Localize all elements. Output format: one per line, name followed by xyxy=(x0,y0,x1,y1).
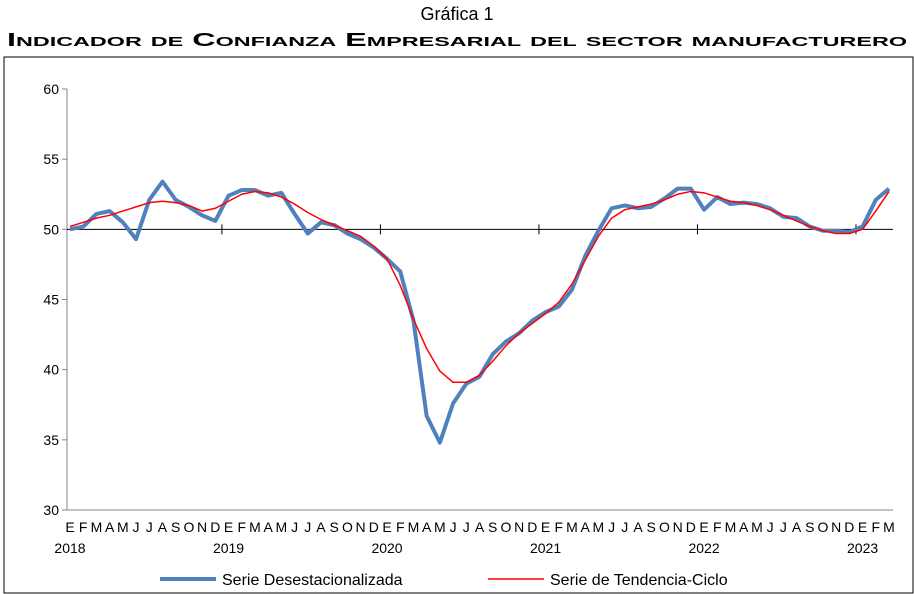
x-tick-label: J xyxy=(767,519,774,535)
x-tick-label: J xyxy=(146,519,153,535)
x-tick-label: A xyxy=(475,519,485,535)
series-line xyxy=(69,190,890,384)
x-tick-label: M xyxy=(276,519,288,535)
x-tick-label: O xyxy=(183,519,194,535)
x-tick-label: M xyxy=(408,519,420,535)
year-label: 2020 xyxy=(371,540,402,556)
chart-supertitle: Gráfica 1 xyxy=(420,4,493,24)
x-tick-label: F xyxy=(396,519,405,535)
y-tick-label: 55 xyxy=(43,151,59,167)
x-tick-label: E xyxy=(224,519,233,535)
series-line xyxy=(69,179,891,445)
x-tick-label: O xyxy=(818,519,829,535)
x-tick-label: M xyxy=(91,519,103,535)
x-tick-label: J xyxy=(463,519,470,535)
x-tick-label: A xyxy=(739,519,749,535)
x-tick-label: J xyxy=(621,519,628,535)
x-tick-label: A xyxy=(316,519,326,535)
x-tick-label: J xyxy=(133,519,140,535)
year-label: 2019 xyxy=(213,540,244,556)
x-tick-label: E xyxy=(541,519,550,535)
y-tick-label: 35 xyxy=(43,432,59,448)
x-tick-label: M xyxy=(117,519,129,535)
x-tick-label: F xyxy=(237,519,246,535)
x-tick-label: F xyxy=(79,519,88,535)
x-tick-label: S xyxy=(647,519,656,535)
x-tick-label: E xyxy=(699,519,708,535)
x-tick-label: E xyxy=(65,519,74,535)
y-tick-label: 60 xyxy=(43,81,59,97)
y-tick-label: 50 xyxy=(43,221,59,237)
y-tick-label: 30 xyxy=(43,502,59,518)
x-tick-label: N xyxy=(673,519,683,535)
legend-label: Serie Desestacionalizada xyxy=(222,572,403,589)
x-tick-label: S xyxy=(805,519,814,535)
x-tick-label: N xyxy=(356,519,366,535)
x-tick-label: M xyxy=(249,519,261,535)
x-tick-label: D xyxy=(210,519,220,535)
x-tick-label: E xyxy=(382,519,391,535)
x-tick-label: A xyxy=(581,519,591,535)
x-tick-label: D xyxy=(369,519,379,535)
x-tick-label: D xyxy=(844,519,854,535)
x-tick-label: N xyxy=(514,519,524,535)
y-tick-label: 45 xyxy=(43,292,59,308)
y-tick-label: 40 xyxy=(43,362,59,378)
x-tick-label: J xyxy=(608,519,615,535)
x-tick-label: F xyxy=(713,519,722,535)
x-tick-label: M xyxy=(725,519,737,535)
frame xyxy=(3,56,914,594)
x-tick-label: M xyxy=(434,519,446,535)
year-label: 2018 xyxy=(54,540,85,556)
x-tick-label: J xyxy=(450,519,457,535)
x-tick-label: D xyxy=(686,519,696,535)
year-label: 2022 xyxy=(688,540,719,556)
x-tick-label: D xyxy=(527,519,537,535)
x-tick-label: F xyxy=(872,519,881,535)
x-tick-label: J xyxy=(304,519,311,535)
legend-label: Serie de Tendencia-Ciclo xyxy=(550,572,728,589)
x-tick-label: J xyxy=(291,519,298,535)
x-tick-label: F xyxy=(554,519,563,535)
x-tick-label: S xyxy=(488,519,497,535)
chart-title: Indicador de Confianza Empresarial del s… xyxy=(7,30,907,50)
x-tick-label: A xyxy=(158,519,168,535)
x-tick-label: S xyxy=(330,519,339,535)
x-tick-label: M xyxy=(751,519,763,535)
x-tick-label: M xyxy=(593,519,605,535)
x-tick-label: A xyxy=(263,519,273,535)
x-tick-label: E xyxy=(858,519,867,535)
x-tick-label: J xyxy=(780,519,787,535)
x-tick-label: A xyxy=(105,519,115,535)
year-label: 2021 xyxy=(530,540,561,556)
x-tick-label: A xyxy=(792,519,802,535)
x-tick-label: S xyxy=(171,519,180,535)
x-tick-label: N xyxy=(197,519,207,535)
x-tick-label: O xyxy=(500,519,511,535)
x-tick-label: A xyxy=(422,519,432,535)
x-tick-label: M xyxy=(566,519,578,535)
x-tick-label: N xyxy=(831,519,841,535)
year-label: 2023 xyxy=(847,540,878,556)
x-tick-label: A xyxy=(633,519,643,535)
x-tick-label: M xyxy=(883,519,895,535)
x-tick-label: O xyxy=(659,519,670,535)
x-tick-label: O xyxy=(342,519,353,535)
